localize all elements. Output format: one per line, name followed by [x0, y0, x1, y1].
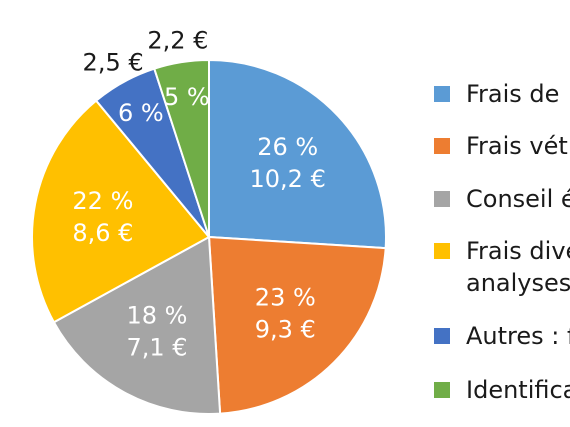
legend-label-3: Frais dive — [466, 237, 570, 265]
pie-slices — [31, 58, 387, 415]
slice-percent-label-4: 6 % — [118, 99, 164, 127]
slice-value-label-3: 8,6 € — [72, 219, 133, 247]
slice-value-label-4: 2,5 € — [83, 49, 144, 77]
legend-label-1: Frais vét — [466, 132, 568, 160]
slice-value-label-5: 2,2 € — [147, 27, 208, 55]
pie-slice-1 — [207, 235, 387, 415]
legend-swatch-3 — [434, 243, 450, 259]
legend-swatch-4 — [434, 328, 450, 344]
pie-labels: 26 % 10,2 € 23 % 9,3 € 18 % 7,1 € 22 % 8,6 € 6 %… — [72, 27, 326, 362]
slice-value-label-0: 10,2 € — [250, 165, 326, 193]
pie-slice-2 — [52, 235, 222, 415]
legend-label-0: Frais de — [466, 80, 559, 108]
slice-percent-label-3: 22 % — [72, 187, 133, 215]
legend-label-2: Conseil é — [466, 185, 570, 213]
slice-percent-label-2: 18 % — [127, 302, 188, 330]
legend-swatch-5 — [434, 382, 450, 398]
pie-slice-3 — [31, 99, 211, 324]
legend-label-5: Identifica — [466, 376, 570, 404]
pie-slice-0 — [208, 58, 387, 250]
slice-percent-label-5: 5 % — [164, 83, 210, 111]
legend-label-3-line-1: analyses — [466, 269, 570, 297]
slice-value-label-2: 7,1 € — [126, 334, 187, 362]
legend-swatch-0 — [434, 86, 450, 102]
legend-label-4: Autres : f — [466, 322, 570, 350]
slice-percent-label-1: 23 % — [255, 283, 316, 311]
slice-value-label-1: 9,3 € — [255, 315, 316, 343]
legend: Frais de Frais vét Conseil é Frais dive anal… — [434, 80, 570, 404]
legend-swatch-1 — [434, 138, 450, 154]
legend-swatch-2 — [434, 191, 450, 207]
slice-percent-label-0: 26 % — [257, 133, 318, 161]
pie-slice-5 — [153, 58, 210, 238]
